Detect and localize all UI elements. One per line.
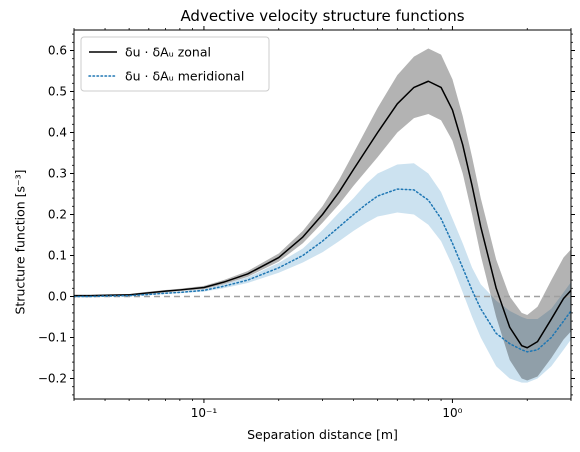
y-tick-label: 0.0 xyxy=(48,290,67,304)
x-tick-label: 10⁻¹ xyxy=(191,406,218,420)
series-1-line xyxy=(74,188,571,353)
legend-box xyxy=(80,36,270,92)
series-1-band xyxy=(74,163,571,383)
y-tick-label: 0.3 xyxy=(48,167,67,181)
chart-title: Advective velocity structure functions xyxy=(180,7,465,25)
y-tick-label: 0.5 xyxy=(48,85,67,99)
x-axis-label: Separation distance [m] xyxy=(247,427,398,442)
y-tick-label: 0.1 xyxy=(48,249,67,263)
series-0-line xyxy=(74,80,571,349)
legend-label-0: δu · δAᵤ zonal xyxy=(125,45,211,60)
y-tick-label: 0.6 xyxy=(48,44,67,58)
legend-label-1: δu · δAᵤ meridional xyxy=(125,69,244,84)
y-tick-label: 0.4 xyxy=(48,126,67,140)
y-tick-label: −0.2 xyxy=(38,372,67,386)
x-tick-label: 10⁰ xyxy=(442,406,462,420)
y-tick-label: −0.1 xyxy=(38,331,67,345)
y-tick-label: 0.2 xyxy=(48,208,67,222)
